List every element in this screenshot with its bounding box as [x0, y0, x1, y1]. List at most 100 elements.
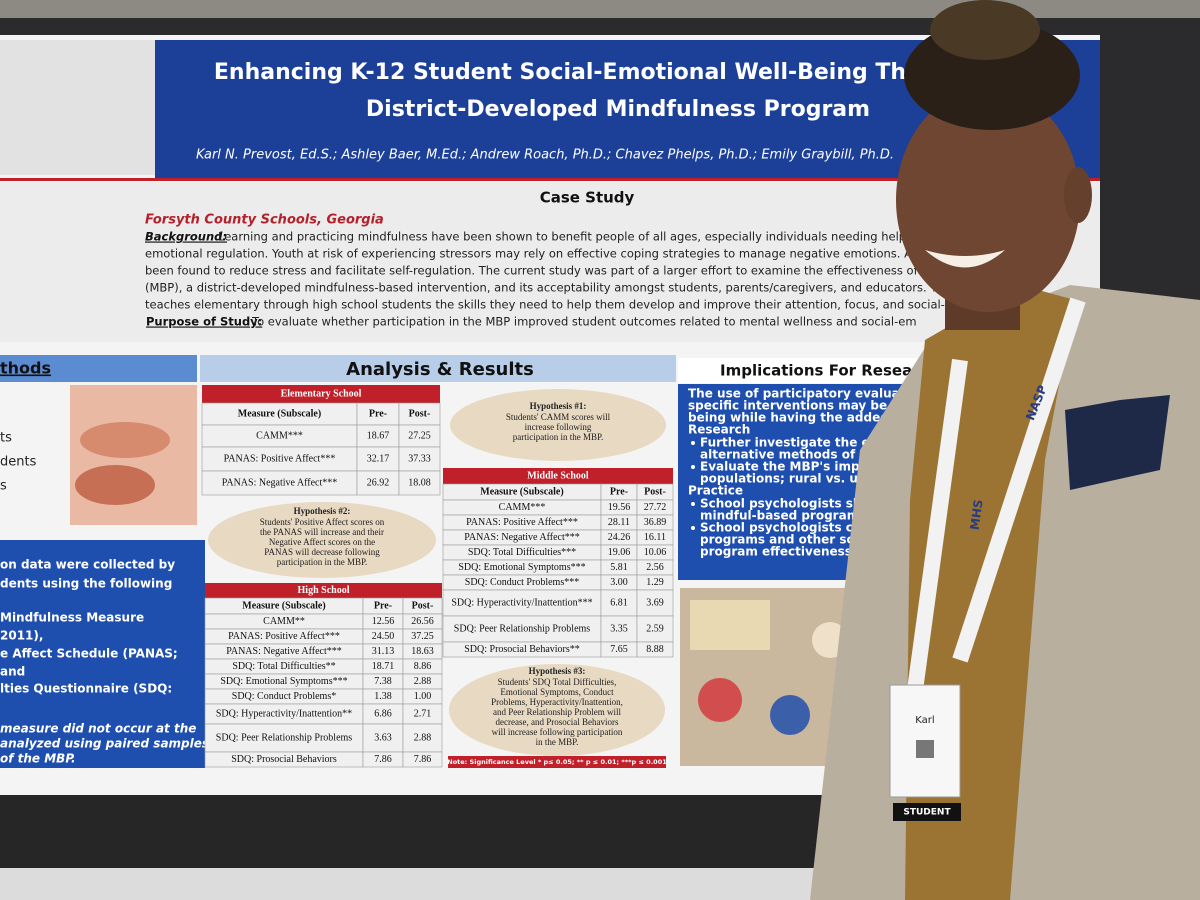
section-heading: Analysis & Results — [346, 359, 534, 380]
table-cell-text: 7.86 — [414, 754, 432, 765]
table-cell-text: SDQ: Conduct Problems*** — [465, 577, 579, 588]
table-cell-text: 19.56 — [608, 502, 631, 513]
table-title-band — [202, 385, 440, 403]
table-cell-text: 27.72 — [644, 502, 667, 513]
table-cell-text: 8.88 — [646, 644, 664, 655]
table-cell-text: Post- — [412, 600, 434, 611]
analysis-header — [200, 355, 676, 382]
table-cell-text: 18.71 — [372, 661, 395, 672]
table-cell-text: 19.06 — [608, 547, 631, 558]
hypothesis-text: Emotional Symptoms, Conduct — [500, 687, 614, 697]
hypothesis-text: participation in the MBP. — [277, 557, 368, 567]
table-cell-text: PANAS: Negative Affect*** — [222, 477, 338, 488]
hypothesis-title: Hypothesis #2: — [294, 506, 351, 516]
table-cell — [442, 589, 602, 617]
table-cell-text: Pre- — [369, 408, 387, 419]
table-cell-text: SDQ: Conduct Problems* — [232, 691, 336, 702]
table-cell-text: 3.69 — [646, 597, 664, 608]
hypothesis-text: Problems, Hyperactivity/Inattention, — [491, 697, 623, 707]
hypothesis-text: decrease, and Prosocial Behaviors — [496, 717, 619, 727]
authors: Karl N. Prevost, Ed.S.; Ashley Baer, M.E… — [196, 148, 894, 163]
bullet — [691, 465, 695, 469]
implications-subheading: Research — [688, 423, 750, 437]
table-cell-text: 18.08 — [408, 477, 431, 488]
table-cell-text: 5.81 — [610, 562, 628, 573]
table-cell-text: 18.63 — [411, 646, 434, 657]
table-cell — [204, 723, 364, 753]
lanyard-text: MHS — [968, 499, 986, 531]
table-cell — [636, 615, 674, 643]
photo-detail — [75, 465, 155, 505]
table-cell-text: SDQ: Emotional Symptoms*** — [458, 562, 585, 573]
table-cell — [201, 470, 358, 496]
table-cell-text: 10.06 — [644, 547, 667, 558]
ceiling — [0, 0, 1200, 18]
bullet-text: dents — [0, 455, 37, 470]
background-text: been found to reduce stress and facilita… — [145, 264, 933, 278]
bullet-text: ts — [0, 431, 12, 446]
methods-text: Mindfulness Measure — [0, 611, 144, 625]
table-cell-text: Measure (Subscale) — [480, 486, 563, 497]
table-cell-text: 31.13 — [372, 646, 395, 657]
ear — [1064, 167, 1092, 223]
table-cell — [402, 723, 443, 753]
table-cell-text: Pre- — [374, 600, 392, 611]
divider — [0, 178, 1100, 181]
table-cell-text: 2.56 — [646, 562, 664, 573]
section-heading: Implications For Resear — [720, 362, 920, 380]
photo-detail — [698, 678, 742, 722]
table-cell-text: 28.11 — [608, 517, 630, 528]
background-text: emotional regulation. Youth at risk of e… — [145, 247, 935, 261]
table-cell-text: 2.88 — [414, 676, 432, 687]
label: Background: — [145, 230, 227, 244]
table-cell-text: PANAS: Positive Affect*** — [228, 631, 340, 642]
section-heading: Case Study — [540, 189, 635, 207]
photo-detail — [770, 695, 810, 735]
methods-text: lties Questionnaire (SDQ: — [0, 682, 172, 696]
methods-text: 2011), — [0, 629, 43, 643]
table-cell-text: SDQ: Peer Relationship Problems — [454, 623, 590, 634]
table-cell-text: Post- — [409, 408, 431, 419]
table-cell — [356, 470, 400, 496]
methods-text: analyzed using paired samples t- — [0, 737, 224, 751]
table-cell-text: 37.25 — [411, 631, 434, 642]
hypothesis-title: Hypothesis #1: — [530, 401, 587, 411]
table-cell-text: 18.67 — [367, 430, 390, 441]
table-cell-text: SDQ: Peer Relationship Problems — [216, 732, 352, 743]
hypothesis-text: will increase following participation — [492, 727, 623, 737]
table-cell-text: 24.50 — [372, 631, 395, 642]
hypothesis-text: the PANAS will increase and their — [260, 527, 384, 537]
section-heading: thods — [0, 359, 51, 378]
photo-detail — [80, 422, 170, 458]
location: Forsyth County Schools, Georgia — [145, 213, 384, 228]
table-cell-text: 3.35 — [610, 623, 628, 634]
hypothesis-text: Negative Affect scores on the — [269, 537, 375, 547]
methods-text: measure did not occur at the — [0, 722, 196, 736]
hypothesis-text: in the MBP. — [536, 737, 579, 747]
hypothesis-bubble — [449, 664, 665, 756]
table-cell — [442, 615, 602, 643]
table-cell-text: CAMM** — [263, 616, 305, 627]
implications-text: program effectiveness. — [700, 545, 857, 559]
table-cell-text: Post- — [644, 486, 666, 497]
table-cell-text: 1.00 — [414, 691, 432, 702]
table-cell — [402, 751, 443, 768]
poster-title: Enhancing K-12 Student Social-Emotional … — [214, 60, 906, 85]
table-cell-text: 1.29 — [646, 577, 664, 588]
background-text: teaches elementary through high school s… — [145, 298, 952, 312]
hypothesis-text: and Peer Relationship Problem will — [493, 707, 621, 717]
bullet-text: s — [0, 479, 7, 494]
hypothesis-text: increase following — [525, 422, 592, 432]
significance-note: Note: Significance Level * p≤ 0.05; ** p… — [447, 758, 667, 766]
hypothesis-text: Students' SDQ Total Difficulties, — [498, 677, 617, 687]
hypothesis-text: Students' Positive Affect scores on — [260, 517, 385, 527]
hypothesis-bubble — [208, 502, 436, 578]
table-cell-text: SDQ: Prosocial Behaviors** — [464, 644, 580, 655]
table-cell-text: 7.65 — [610, 644, 628, 655]
table-cell-text: PANAS: Positive Affect*** — [224, 453, 336, 464]
table-cell-text: PANAS: Negative Affect*** — [226, 646, 342, 657]
methods-text: and — [0, 665, 25, 679]
hypothesis-bubble — [450, 389, 666, 461]
